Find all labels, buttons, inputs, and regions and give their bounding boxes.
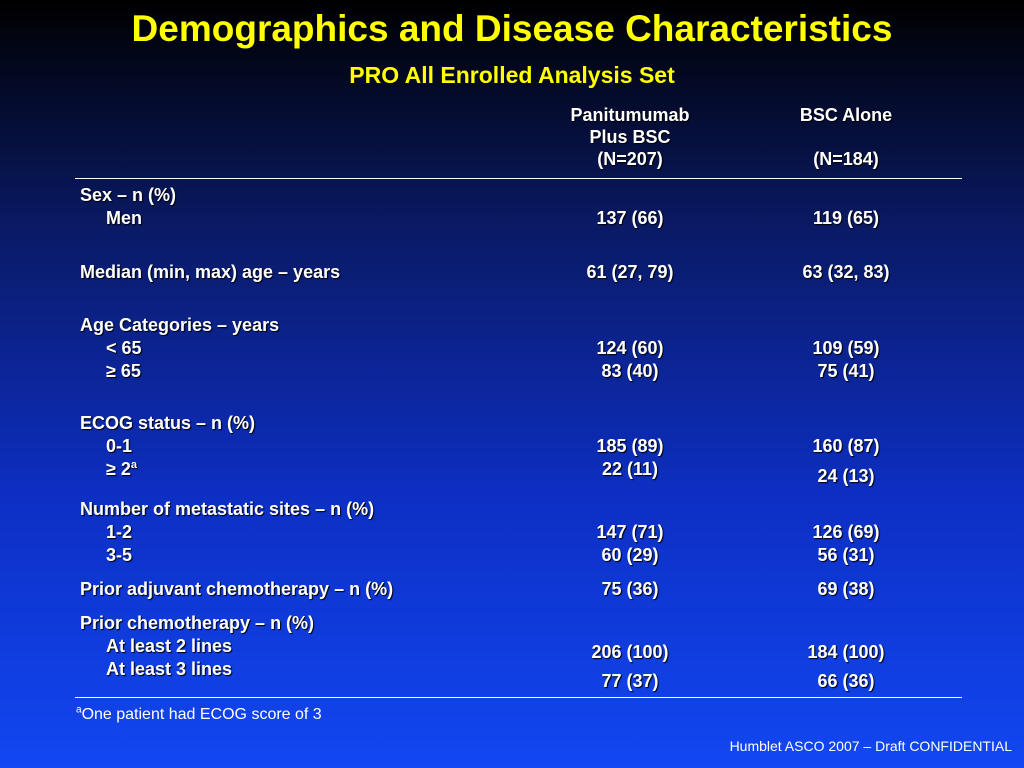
confidential-notice: Humblet ASCO 2007 – Draft CONFIDENTIAL [729, 738, 1012, 754]
cell-lines-3-bsc: 66 (36) [817, 671, 875, 691]
row-label-ge65: ≥ 65 [106, 361, 141, 381]
column-header-bsc: BSC Alone (N=184) [799, 105, 893, 169]
row-label-prior-adjuvant: Prior adjuvant chemotherapy – n (%) [80, 579, 394, 599]
row-label-sites-12: 1-2 [106, 522, 133, 542]
cell-prior-adjuvant-bsc: 69 (38) [817, 579, 875, 599]
row-label-metastatic-sites: Number of metastatic sites – n (%) [80, 499, 375, 519]
column-header-panitumumab: Panitumumab Plus BSC (N=207) [570, 105, 690, 169]
slide-title: Demographics and Disease Characteristics [131, 8, 893, 49]
cell-lines-2-bsc: 184 (100) [807, 642, 885, 662]
row-label-age-categories: Age Categories – years [80, 315, 280, 335]
cell-men-pan: 137 (66) [596, 208, 664, 228]
cell-ecog-2plus-bsc: 24 (13) [817, 466, 875, 486]
slide-subtitle: PRO All Enrolled Analysis Set [349, 62, 675, 88]
cell-sites-12-bsc: 126 (69) [812, 522, 880, 542]
row-label-ecog-01: 0-1 [106, 436, 133, 456]
row-label-prior-chemo: Prior chemotherapy – n (%) [80, 613, 315, 633]
cell-median-age-pan: 61 (27, 79) [586, 262, 674, 282]
cell-sites-35-pan: 60 (29) [601, 545, 659, 565]
cell-lines-2-pan: 206 (100) [591, 642, 669, 662]
row-label-ecog: ECOG status – n (%) [80, 413, 256, 433]
cell-sites-12-pan: 147 (71) [596, 522, 664, 542]
row-label-median-age: Median (min, max) age – years [80, 262, 341, 282]
row-label-lt65: < 65 [106, 338, 142, 358]
footnote: aOne patient had ECOG score of 3 [76, 704, 322, 723]
cell-median-age-bsc: 63 (32, 83) [802, 262, 890, 282]
row-label-ecog-2plus: ≥ 2a [106, 459, 138, 479]
row-label-lines-2: At least 2 lines [106, 636, 233, 656]
cell-ecog-01-bsc: 160 (87) [812, 436, 880, 456]
cell-lt65-pan: 124 (60) [596, 338, 664, 358]
cell-ecog-01-pan: 185 (89) [596, 436, 664, 456]
header-divider [75, 178, 962, 179]
cell-lines-3-pan: 77 (37) [601, 671, 659, 691]
cell-sites-35-bsc: 56 (31) [817, 545, 875, 565]
cell-prior-adjuvant-pan: 75 (36) [601, 579, 659, 599]
row-label-sex: Sex – n (%) [80, 185, 177, 205]
row-label-sites-35: 3-5 [106, 545, 133, 565]
cell-lt65-bsc: 109 (59) [812, 338, 880, 358]
row-label-men: Men [106, 208, 142, 228]
footnote-marker: a [130, 459, 138, 471]
table-bottom-divider [75, 697, 962, 698]
row-label-lines-3: At least 3 lines [106, 659, 233, 679]
cell-ecog-2plus-pan: 22 (11) [601, 459, 659, 479]
cell-ge65-bsc: 75 (41) [817, 361, 875, 381]
cell-ge65-pan: 83 (40) [601, 361, 659, 381]
cell-men-bsc: 119 (65) [812, 208, 880, 228]
